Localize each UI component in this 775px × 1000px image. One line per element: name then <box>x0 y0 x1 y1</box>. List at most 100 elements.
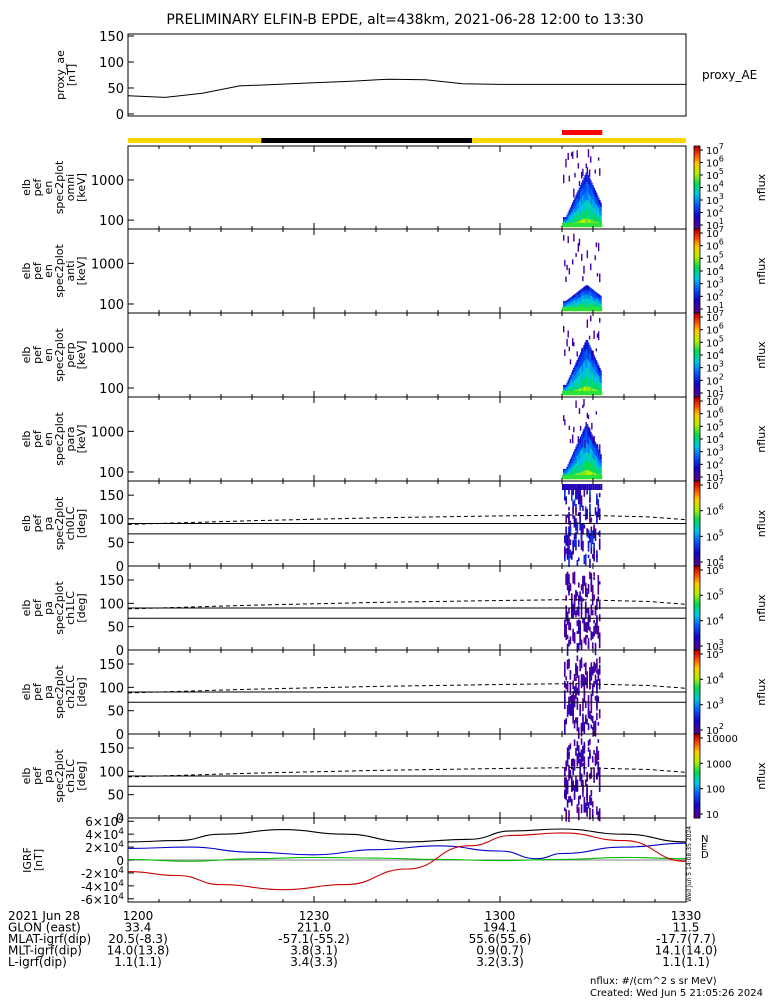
spec-pixel-para <box>574 459 576 465</box>
spec-pixel-ch2LC <box>564 670 566 677</box>
spec-pixel-perp <box>564 384 566 387</box>
spec-pixel-anti <box>567 301 570 304</box>
spec-pixel-ch1LC <box>597 583 600 595</box>
spec-pixel-ch3LC <box>576 755 579 767</box>
spec-pixel-anti <box>592 303 594 308</box>
colorbar-cell-para <box>694 439 700 442</box>
spec-pixel-omni <box>591 182 593 191</box>
ylabel-para-5: [keV] <box>75 425 88 454</box>
spec-pixel-ch2LC <box>580 723 583 732</box>
ytick-label-proxy-ae: 0 <box>116 108 124 123</box>
spec-pixel-perp <box>599 367 601 373</box>
colorbar-cell-perp <box>694 380 700 383</box>
spec-pixel-anti <box>575 296 577 300</box>
colorbar-cell-para <box>694 449 700 453</box>
spec-pixel-para <box>600 462 602 467</box>
spec-pixel-perp <box>577 370 580 377</box>
spec-speck-perp <box>590 315 592 322</box>
colorbar-cell-perp <box>694 350 700 354</box>
colorbar-label-perp: 103 <box>706 360 724 375</box>
spec-pixel-para <box>568 473 571 477</box>
spec-pixel-perp <box>577 363 580 371</box>
spec-pixel-ch0LC <box>577 512 580 516</box>
spec-pixel-anti <box>569 299 572 303</box>
colorbar-cell-para <box>694 476 700 480</box>
spec-pixel-anti <box>600 303 602 307</box>
spec-pixel-ch1LC <box>576 620 579 625</box>
colorbar-cell-omni <box>694 214 700 218</box>
spec-speck-anti <box>565 276 567 282</box>
spec-pixel-omni <box>599 218 601 223</box>
spec-pixel-ch1LC <box>584 605 587 619</box>
spec-pixel-anti <box>566 301 568 305</box>
spec-top-ch0LC <box>594 484 597 490</box>
spec-pixel-omni <box>570 204 573 209</box>
spec-pixel-omni <box>591 190 593 198</box>
spec-pixel-perp <box>597 385 600 391</box>
spec-pixel-ch2LC <box>564 723 566 735</box>
spec-pixel-ch0LC <box>576 521 579 534</box>
spec-pixel-ch2LC <box>572 716 574 724</box>
spec-pixel-para <box>593 445 595 453</box>
spec-speck-anti <box>581 253 583 261</box>
ylabel-ch1LC-3: spec2plot <box>53 581 66 635</box>
spec-pixel-para <box>594 441 597 449</box>
ytick-label-igrf: -6×104 <box>81 892 124 907</box>
spec-pixel-perp <box>592 366 594 375</box>
spec-pixel-perp <box>570 372 573 377</box>
colorbar-cell-omni <box>694 164 700 168</box>
spec-speck-para <box>575 400 577 408</box>
spec-pixel-anti <box>581 299 583 304</box>
colorbar-cell-omni <box>694 172 700 176</box>
spec-pixel-omni <box>563 220 565 223</box>
spec-pixel-ch3LC <box>565 779 567 791</box>
spec-pixel-anti <box>582 287 584 292</box>
spec-pixel-ch1LC <box>568 639 570 647</box>
spec-pixel-anti <box>594 291 597 295</box>
spec-speck-omni <box>590 156 592 163</box>
spec-pixel-ch0LC <box>577 491 580 500</box>
spec-pixel-omni <box>568 215 571 219</box>
spec-pixel-ch0LC <box>572 515 574 519</box>
colorbar-cell-omni <box>694 158 700 162</box>
spec-pixel-ch2LC <box>584 700 587 709</box>
spec-speck-para <box>585 421 587 430</box>
igrf-line-n <box>127 842 687 860</box>
spec-pixel-perp <box>572 374 574 379</box>
spec-pixel-omni <box>569 217 572 221</box>
colorbar-cell-ch0LC <box>694 521 700 524</box>
spec-pixel-ch1LC <box>566 618 569 625</box>
colorbar-cell-omni <box>694 181 700 184</box>
spec-pixel-anti <box>583 286 585 292</box>
spec-pixel-ch3LC <box>580 804 583 814</box>
spec-pixel-omni <box>587 192 590 202</box>
colorbar-cell-ch0LC <box>694 559 700 563</box>
ylabel-anti-2: en <box>42 264 55 278</box>
spec-pixel-anti <box>565 302 567 305</box>
spec-pixel-ch1LC <box>597 626 600 633</box>
spec-pixel-para <box>591 456 593 465</box>
colorbar-cell-anti <box>694 271 700 274</box>
spec-pixel-ch3LC <box>586 788 588 800</box>
colorbar-cell-ch3LC <box>694 782 700 785</box>
spec-pixel-omni <box>567 212 570 216</box>
colorbar-cell-ch3LC <box>694 744 700 748</box>
spec-pixel-ch2LC <box>596 695 598 709</box>
colorbar-cell-ch1LC <box>694 578 700 582</box>
spec-pixel-para <box>586 460 589 471</box>
spec-pixel-omni <box>581 212 583 220</box>
spec-speck-perp <box>592 350 594 357</box>
ytick-label-igrf: -2×104 <box>81 866 124 881</box>
ytick-label-omni: 100 <box>99 214 124 229</box>
spec-pixel-anti <box>563 305 565 308</box>
colorbar-cell-ch1LC <box>694 582 700 586</box>
spec-pixel-ch3LC <box>573 759 576 771</box>
spec-pixel-para <box>568 470 571 474</box>
colorbar-cell-para <box>694 426 700 429</box>
colorbar-cell-ch0LC <box>694 512 700 516</box>
colorbar-label-ch0LC: 107 <box>706 477 724 492</box>
ylabel-perp-5: [keV] <box>75 341 88 370</box>
spec-pixel-ch2LC <box>587 723 590 731</box>
colorbar-cell-ch1LC <box>694 639 700 643</box>
spec-pixel-ch2LC <box>594 720 597 730</box>
